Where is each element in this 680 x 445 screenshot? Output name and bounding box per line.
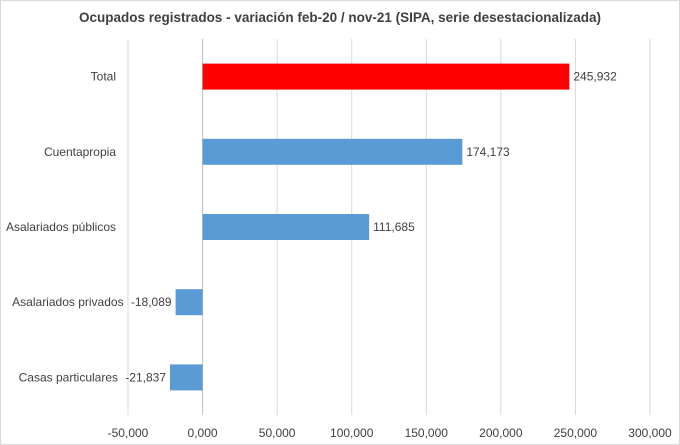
bar bbox=[202, 138, 463, 165]
data-label: -21,837 bbox=[125, 370, 166, 384]
x-tick-label: 200,000 bbox=[479, 426, 523, 440]
x-tick-label: 0,000 bbox=[188, 426, 218, 440]
x-tick-label: 100,000 bbox=[330, 426, 374, 440]
bar bbox=[175, 289, 203, 316]
category-label: Total bbox=[91, 70, 116, 84]
data-label: 111,685 bbox=[373, 220, 415, 234]
data-label: 174,173 bbox=[466, 145, 510, 159]
category-label: Cuentapropia bbox=[44, 145, 116, 159]
bar bbox=[202, 214, 370, 240]
bar bbox=[202, 63, 570, 90]
data-label: 245,932 bbox=[573, 70, 617, 84]
category-label: Casas particulares bbox=[19, 370, 118, 384]
data-label: -18,089 bbox=[131, 295, 172, 309]
x-tick-label: -50,000 bbox=[108, 426, 149, 440]
chart-title: Ocupados registrados - variación feb-20 … bbox=[79, 10, 601, 25]
x-tick-label: 300,000 bbox=[628, 426, 672, 440]
category-label: Asalariados públicos bbox=[6, 220, 116, 234]
x-tick-label: 150,000 bbox=[405, 426, 449, 440]
bar bbox=[170, 364, 203, 391]
x-tick-label: 250,000 bbox=[554, 426, 598, 440]
x-tick-label: 50,000 bbox=[259, 426, 296, 440]
category-label: Asalariados privados bbox=[12, 295, 123, 309]
